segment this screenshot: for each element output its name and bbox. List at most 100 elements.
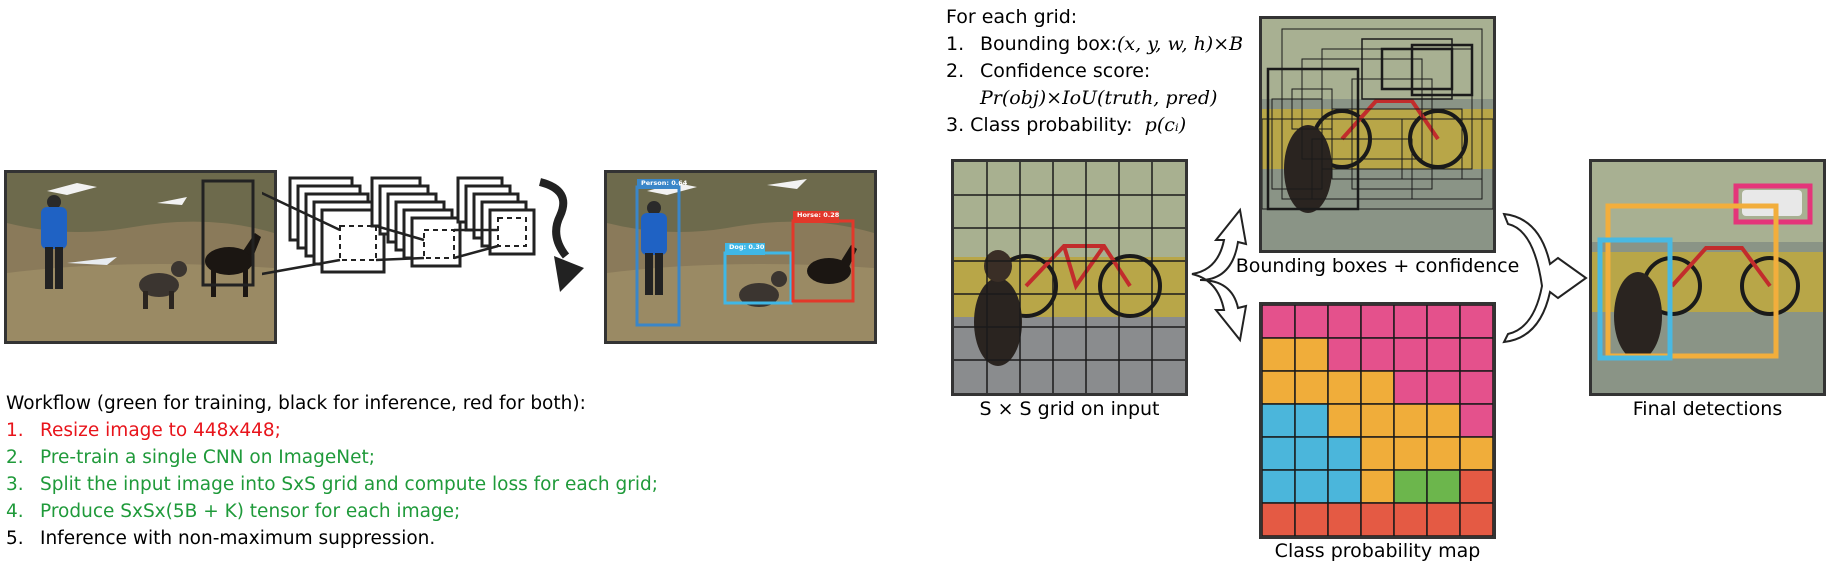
grid-notes: For each grid: 1. Bounding box: (x, y, w… bbox=[946, 4, 1243, 139]
prob-cell-green bbox=[1393, 469, 1428, 504]
workflow-item: 4. Produce SxSx(5B + K) tensor for each … bbox=[6, 498, 658, 525]
final-detections-illustration bbox=[1592, 162, 1823, 393]
bboxes-caption: Bounding boxes + confidence bbox=[1235, 255, 1520, 277]
workflow-item-number: 5. bbox=[6, 528, 24, 549]
cnn-diagram bbox=[262, 176, 584, 292]
final-detections-photo bbox=[1589, 159, 1826, 396]
prob-cell-cyan bbox=[1327, 469, 1362, 504]
prob-cell-pink bbox=[1327, 337, 1362, 372]
prob-cell-orange bbox=[1294, 337, 1329, 372]
prob-cell-pink bbox=[1426, 305, 1461, 339]
prob-cell-pink bbox=[1459, 370, 1493, 405]
field-scene-illustration bbox=[7, 173, 274, 341]
horse-detection-label: Horse: 0.28 bbox=[797, 211, 840, 219]
workflow-item-number: 2. bbox=[6, 447, 24, 468]
prob-cell-orange bbox=[1327, 370, 1362, 405]
workflow-item: 1. Resize image to 448x448; bbox=[6, 417, 658, 444]
prob-cell-orange bbox=[1393, 403, 1428, 438]
grid-note-number: 2. bbox=[946, 60, 965, 82]
grid-note-math: p(cᵢ) bbox=[1144, 114, 1187, 136]
prob-cell-cyan bbox=[1262, 403, 1296, 438]
prob-cell-orange bbox=[1327, 403, 1362, 438]
final-caption: Final detections bbox=[1632, 398, 1783, 420]
prob-cell-pink bbox=[1294, 305, 1329, 339]
prob-cell-red bbox=[1327, 502, 1362, 536]
prob-cell-pink bbox=[1393, 370, 1428, 405]
prob-cell-red bbox=[1459, 502, 1493, 536]
bboxes-photo bbox=[1259, 16, 1496, 253]
prob-map bbox=[1259, 302, 1496, 539]
person-detection-label: Person: 0.64 bbox=[641, 179, 688, 187]
grid-note-label: Bounding box: bbox=[980, 33, 1117, 55]
grid-note-label: 3. Class probability: bbox=[946, 114, 1145, 136]
prob-cell-orange bbox=[1393, 436, 1428, 471]
prob-map-grid bbox=[1262, 305, 1493, 536]
grid-input-caption: S × S grid on input bbox=[979, 398, 1160, 420]
grid-note-class-prob: 3. Class probability: p(cᵢ) bbox=[946, 112, 1243, 139]
workflow-item-text: Produce SxSx(5B + K) tensor for each ima… bbox=[40, 501, 461, 522]
workflow-item-text: Inference with non-maximum suppression. bbox=[40, 528, 436, 549]
prob-cell-pink bbox=[1360, 305, 1395, 339]
prob-cell-orange bbox=[1360, 370, 1395, 405]
prob-cell-pink bbox=[1459, 337, 1493, 372]
grid-notes-heading: For each grid: bbox=[946, 6, 1078, 28]
grid-note-bbox: 1. Bounding box: (x, y, w, h)×B bbox=[946, 31, 1243, 58]
prob-cell-orange bbox=[1360, 436, 1395, 471]
prob-cell-red bbox=[1262, 502, 1296, 536]
prob-cell-pink bbox=[1327, 305, 1362, 339]
prob-cell-orange bbox=[1360, 403, 1395, 438]
prob-cell-cyan bbox=[1294, 469, 1329, 504]
grid-input-photo bbox=[951, 159, 1188, 396]
workflow-list: Workflow (green for training, black for … bbox=[6, 390, 658, 552]
prob-cell-green bbox=[1426, 469, 1461, 504]
prob-cell-orange bbox=[1360, 469, 1395, 504]
prob-cell-pink bbox=[1459, 305, 1493, 339]
prob-cell-pink bbox=[1459, 403, 1493, 438]
workflow-item: 3. Split the input image into SxS grid a… bbox=[6, 471, 658, 498]
prob-cell-cyan bbox=[1327, 436, 1362, 471]
split-arrow bbox=[1191, 207, 1248, 343]
prob-cell-red bbox=[1294, 502, 1329, 536]
grid-note-confidence-math: Pr(obj)×IoU(truth, pred) bbox=[980, 87, 1218, 109]
prob-cell-pink bbox=[1393, 337, 1428, 372]
prob-cell-pink bbox=[1393, 305, 1428, 339]
prob-cell-orange bbox=[1459, 436, 1493, 471]
grid-input-illustration bbox=[954, 162, 1185, 393]
prob-cell-orange bbox=[1262, 337, 1296, 372]
workflow-item-number: 3. bbox=[6, 474, 24, 495]
prob-cell-orange bbox=[1294, 370, 1329, 405]
prob-cell-cyan bbox=[1294, 403, 1329, 438]
workflow-item: 2. Pre-train a single CNN on ImageNet; bbox=[6, 444, 658, 471]
bboxes-illustration bbox=[1262, 19, 1493, 250]
prob-cell-pink bbox=[1426, 337, 1461, 372]
prob-cell-cyan bbox=[1262, 436, 1296, 471]
prob-cell-orange bbox=[1426, 436, 1461, 471]
grid-note-math: (x, y, w, h)×B bbox=[1116, 33, 1244, 55]
workflow-title: Workflow (green for training, black for … bbox=[6, 393, 586, 414]
prob-cell-orange bbox=[1262, 370, 1296, 405]
grid-note-confidence: 2. Confidence score: bbox=[946, 58, 1243, 85]
prob-map-caption: Class probability map bbox=[1274, 540, 1481, 562]
grid-note-number: 1. bbox=[946, 33, 965, 55]
prob-cell-red bbox=[1426, 502, 1461, 536]
prob-cell-red bbox=[1360, 502, 1395, 536]
detection-scene-illustration bbox=[607, 173, 874, 341]
dog-detection-label: Dog: 0.30 bbox=[729, 243, 765, 251]
grid-note-label: Confidence score: bbox=[980, 60, 1151, 82]
workflow-item-text: Pre-train a single CNN on ImageNet; bbox=[40, 447, 375, 468]
prob-cell-pink bbox=[1360, 337, 1395, 372]
prob-cell-pink bbox=[1426, 370, 1461, 405]
workflow-item-text: Split the input image into SxS grid and … bbox=[40, 474, 658, 495]
workflow-item-text: Resize image to 448x448; bbox=[40, 420, 281, 441]
detection-photo: Person: 0.64 Dog: 0.30 Horse: 0.28 bbox=[604, 170, 877, 344]
prob-cell-cyan bbox=[1294, 436, 1329, 471]
prob-cell-orange bbox=[1426, 403, 1461, 438]
workflow-item-number: 4. bbox=[6, 501, 24, 522]
input-photo bbox=[4, 170, 277, 344]
prob-cell-red bbox=[1459, 469, 1493, 504]
prob-cell-cyan bbox=[1262, 469, 1296, 504]
prob-cell-red bbox=[1393, 502, 1428, 536]
workflow-item-number: 1. bbox=[6, 420, 24, 441]
prob-cell-pink bbox=[1262, 305, 1296, 339]
workflow-item: 5. Inference with non-maximum suppressio… bbox=[6, 525, 658, 552]
